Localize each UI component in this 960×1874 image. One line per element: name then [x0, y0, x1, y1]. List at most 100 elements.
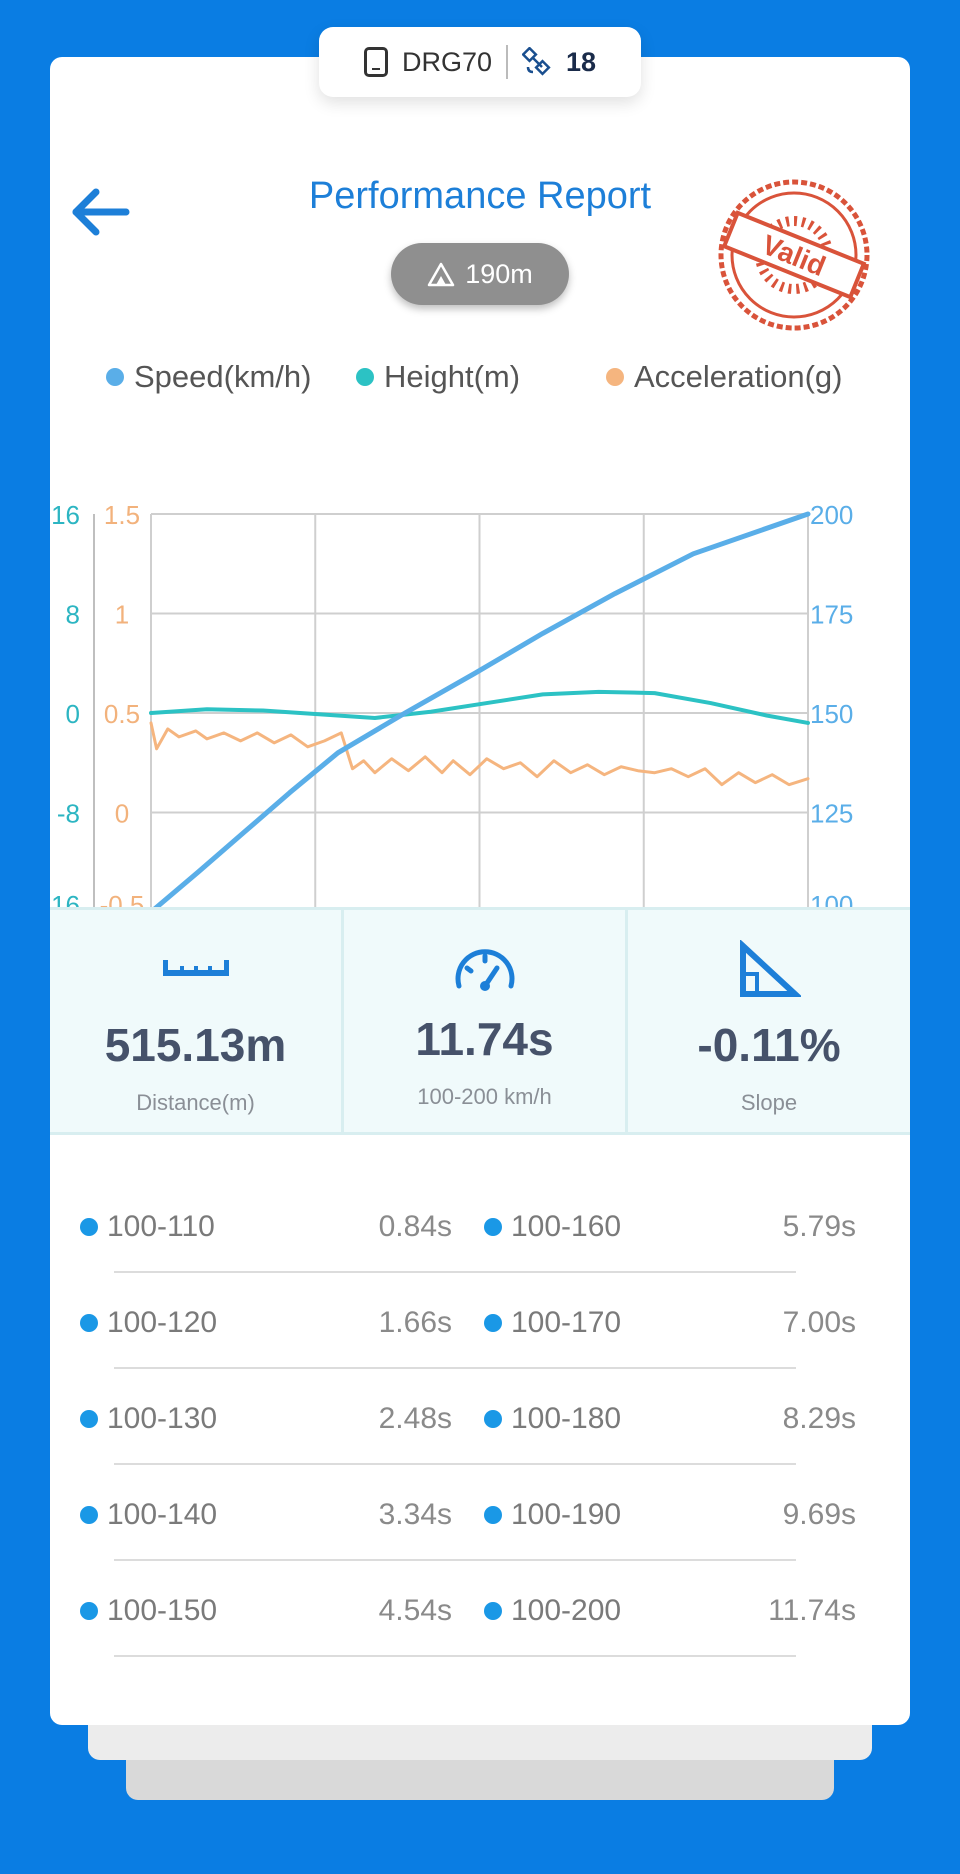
split-range: 100-120: [80, 1303, 217, 1343]
slope-icon: [740, 940, 801, 997]
bullet-icon: [80, 1314, 98, 1332]
bullet-icon: [484, 1506, 502, 1524]
device-icon: [363, 47, 388, 77]
device-status-pill[interactable]: DRG70 18: [319, 27, 641, 97]
height-tick-label: 8: [66, 600, 80, 630]
stat-time: 11.74s 100-200 km/h: [341, 910, 625, 1132]
split-range: 100-140: [80, 1495, 217, 1535]
report-card: Performance Report 190m Valid Speed(km/h…: [50, 57, 910, 1725]
height-tick-label: 0: [66, 699, 80, 729]
altitude-value: 190m: [465, 258, 533, 289]
split-times-list: 100-110 0.84s 100-160 5.79s 100-120 1.66…: [50, 1177, 910, 1657]
split-range: 100-200: [484, 1591, 621, 1631]
legend-speed-label: Speed(km/h): [134, 359, 312, 394]
altitude-badge: 190m: [391, 243, 569, 305]
split-range-label: 100-140: [107, 1498, 218, 1531]
bullet-icon: [484, 1218, 502, 1236]
split-time: 8.29s: [782, 1402, 856, 1435]
split-row: 100-140 3.34s 100-190 9.69s: [50, 1465, 910, 1561]
legend-speed: Speed(km/h): [106, 359, 311, 395]
split-range: 100-190: [484, 1495, 621, 1535]
speed-series-line: [148, 511, 811, 915]
stats-panel: 515.13m Distance(m) 11.74s 100-200 km/h: [50, 907, 910, 1135]
split-time: 5.79s: [782, 1210, 856, 1243]
divider: [114, 1367, 796, 1369]
divider: [114, 1655, 796, 1657]
acceleration-tick-label: 0.5: [104, 699, 140, 729]
page-title: Performance Report: [308, 175, 652, 217]
split-range-label: 100-190: [511, 1498, 622, 1531]
legend-height-label: Height(m): [384, 359, 521, 394]
split-time: 1.66s: [378, 1306, 452, 1339]
bullet-icon: [80, 1602, 98, 1620]
slope-value: -0.11%: [697, 1019, 841, 1071]
split-range-label: 100-160: [511, 1210, 622, 1243]
split-time: 11.74s: [768, 1594, 856, 1627]
bullet-icon: [80, 1218, 98, 1236]
bullet-icon: [484, 1602, 502, 1620]
split-range-label: 100-200: [511, 1594, 622, 1627]
acceleration-tick-label: 1.5: [104, 500, 140, 530]
ruler-icon: [162, 960, 229, 976]
valid-stamp-icon: Valid: [718, 179, 870, 331]
split-range-label: 100-130: [107, 1402, 218, 1435]
split-range-label: 100-170: [511, 1306, 622, 1339]
acceleration-tick-label: 0: [115, 799, 129, 829]
time-label: 100-200 km/h: [417, 1084, 552, 1109]
height-tick-label: 16: [51, 500, 80, 530]
split-range-label: 100-180: [511, 1402, 622, 1435]
split-row: 100-150 4.54s 100-200 11.74s: [50, 1561, 910, 1657]
split-time: 7.00s: [782, 1306, 856, 1339]
split-range-label: 100-150: [107, 1594, 218, 1627]
split-range: 100-130: [80, 1399, 217, 1439]
distance-value: 515.13m: [104, 1019, 287, 1071]
device-name: DRG70: [401, 46, 492, 77]
split-time: 0.84s: [378, 1210, 452, 1243]
speedometer-icon: [455, 949, 514, 991]
time-value: 11.74s: [415, 1013, 554, 1065]
acceleration-series-line: [149, 721, 810, 787]
split-row: 100-110 0.84s 100-160 5.79s: [50, 1177, 910, 1273]
divider: [505, 45, 508, 79]
chart-legend: Speed(km/h) Height(m) Acceleration(g): [78, 359, 898, 399]
legend-height-dot: [356, 368, 374, 386]
speed-tick-label: 200: [810, 500, 853, 530]
distance-label: Distance(m): [136, 1090, 255, 1115]
speed-tick-label: 125: [810, 799, 853, 829]
speed-tick-label: 150: [810, 699, 853, 729]
split-time: 2.48s: [378, 1402, 452, 1435]
split-time: 4.54s: [378, 1594, 452, 1627]
split-time: 3.34s: [378, 1498, 452, 1531]
legend-speed-dot: [106, 368, 124, 386]
split-row: 100-130 2.48s 100-180 8.29s: [50, 1369, 910, 1465]
split-time: 9.69s: [782, 1498, 856, 1531]
legend-acceleration-dot: [606, 368, 624, 386]
slope-label: Slope: [740, 1090, 798, 1115]
split-range: 100-180: [484, 1399, 621, 1439]
speed-tick-label: 175: [810, 600, 853, 630]
legend-acceleration-label: Acceleration(g): [634, 359, 843, 394]
satellite-count: 18: [565, 46, 597, 77]
divider: [114, 1463, 796, 1465]
divider: [114, 1271, 796, 1273]
divider: [114, 1559, 796, 1561]
acceleration-tick-label: 1: [115, 600, 129, 630]
split-range: 100-110: [80, 1207, 215, 1247]
split-range: 100-160: [484, 1207, 621, 1247]
bullet-icon: [80, 1410, 98, 1428]
split-range-label: 100-120: [107, 1306, 218, 1339]
bullet-icon: [484, 1314, 502, 1332]
stat-distance: 515.13m Distance(m): [50, 910, 341, 1132]
legend-height: Height(m): [356, 359, 520, 395]
bullet-icon: [484, 1410, 502, 1428]
split-range-label: 100-110: [107, 1210, 215, 1243]
split-range: 100-150: [80, 1591, 217, 1631]
legend-acceleration: Acceleration(g): [606, 359, 842, 395]
mountain-icon: [427, 262, 455, 287]
split-row: 100-120 1.66s 100-170 7.00s: [50, 1273, 910, 1369]
height-series-line: [149, 689, 810, 725]
back-arrow-icon[interactable]: [66, 177, 136, 247]
height-tick-label: -8: [57, 799, 80, 829]
split-range: 100-170: [484, 1303, 621, 1343]
